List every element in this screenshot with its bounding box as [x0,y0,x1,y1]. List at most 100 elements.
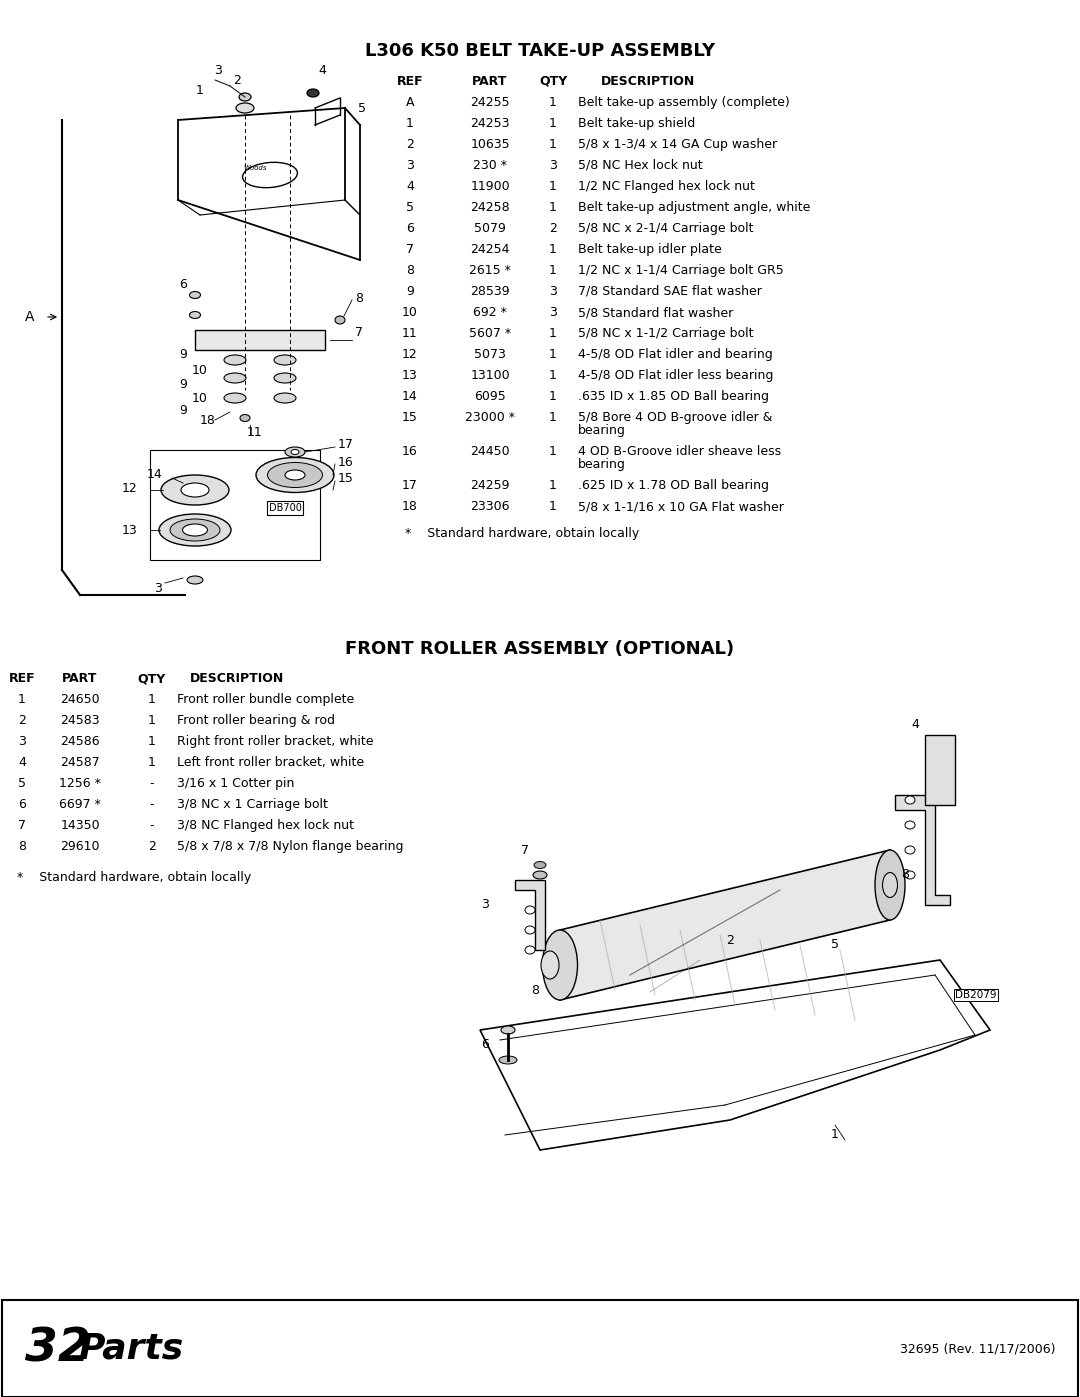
Text: 23000 *: 23000 * [465,411,515,425]
Text: 1: 1 [549,390,557,402]
Ellipse shape [534,862,546,869]
Text: 5079: 5079 [474,222,505,235]
Text: 1: 1 [18,693,26,705]
Text: 10: 10 [192,391,208,405]
Ellipse shape [882,873,897,897]
Text: 24583: 24583 [60,714,99,726]
Text: 1: 1 [549,96,557,109]
Ellipse shape [307,89,319,96]
Ellipse shape [905,870,915,879]
Text: 5/8 NC x 2-1/4 Carriage bolt: 5/8 NC x 2-1/4 Carriage bolt [578,222,754,235]
Text: 4: 4 [912,718,919,732]
Text: 1: 1 [549,180,557,193]
Text: 5/8 x 1-1/16 x 10 GA Flat washer: 5/8 x 1-1/16 x 10 GA Flat washer [578,500,784,513]
Text: 5/8 x 1-3/4 x 14 GA Cup washer: 5/8 x 1-3/4 x 14 GA Cup washer [578,138,778,151]
Ellipse shape [274,393,296,402]
Text: 5607 *: 5607 * [469,327,511,339]
Text: 24253: 24253 [470,117,510,130]
Ellipse shape [224,355,246,365]
Text: 7: 7 [18,819,26,833]
Text: 24450: 24450 [470,446,510,458]
Ellipse shape [335,316,345,324]
Text: 15: 15 [402,411,418,425]
Text: QTY: QTY [138,672,166,685]
Text: 1: 1 [549,201,557,214]
Text: 3: 3 [406,159,414,172]
Text: 24587: 24587 [60,756,99,768]
Text: 8: 8 [355,292,363,305]
Text: 11900: 11900 [470,180,510,193]
Ellipse shape [256,457,334,493]
Text: PART: PART [472,75,508,88]
Text: Belt take-up adjustment angle, white: Belt take-up adjustment angle, white [578,201,810,214]
Text: 8: 8 [531,983,539,996]
Text: DESCRIPTION: DESCRIPTION [190,672,284,685]
Text: 6697 *: 6697 * [59,798,100,812]
Text: 5/8 Bore 4 OD B-groove idler &: 5/8 Bore 4 OD B-groove idler & [578,411,772,425]
Text: 9: 9 [179,348,187,362]
Ellipse shape [905,821,915,828]
Ellipse shape [239,94,251,101]
Text: 1: 1 [549,243,557,256]
Text: 17: 17 [338,439,354,451]
Text: 5: 5 [18,777,26,789]
Ellipse shape [525,907,535,914]
Text: 5/8 NC x 1-1/2 Carriage bolt: 5/8 NC x 1-1/2 Carriage bolt [578,327,754,339]
Text: Front roller bearing & rod: Front roller bearing & rod [177,714,335,726]
Polygon shape [895,795,950,905]
Text: 3/8 NC Flanged hex lock nut: 3/8 NC Flanged hex lock nut [177,819,354,833]
Ellipse shape [291,450,299,454]
Text: 14: 14 [147,468,163,482]
Text: QTY: QTY [539,75,567,88]
Text: 1: 1 [148,756,156,768]
Text: 24586: 24586 [60,735,99,747]
Text: 1: 1 [549,369,557,381]
Text: 8: 8 [406,264,414,277]
Ellipse shape [285,447,305,457]
Text: -: - [150,798,154,812]
Text: 16: 16 [402,446,418,458]
Text: 16: 16 [338,455,354,468]
Text: 29610: 29610 [60,840,99,854]
Ellipse shape [224,393,246,402]
Text: 1: 1 [148,735,156,747]
Text: Parts: Parts [78,1331,184,1365]
Text: *    Standard hardware, obtain locally: * Standard hardware, obtain locally [17,870,252,884]
Polygon shape [924,735,955,805]
Ellipse shape [237,103,254,113]
Ellipse shape [161,475,229,504]
Ellipse shape [189,292,201,299]
Text: 6095: 6095 [474,390,505,402]
Ellipse shape [285,469,305,481]
Text: 4-5/8 OD Flat idler less bearing: 4-5/8 OD Flat idler less bearing [578,369,773,381]
Ellipse shape [905,847,915,854]
Text: -: - [150,819,154,833]
Text: 1: 1 [197,84,204,96]
Text: 6: 6 [406,222,414,235]
Text: 5: 5 [357,102,366,115]
Text: 4-5/8 OD Flat idler and bearing: 4-5/8 OD Flat idler and bearing [578,348,773,360]
Text: 32695 (Rev. 11/17/2006): 32695 (Rev. 11/17/2006) [900,1343,1055,1355]
Ellipse shape [183,524,207,536]
Text: 8: 8 [901,869,909,882]
Text: 9: 9 [179,404,187,416]
Text: DESCRIPTION: DESCRIPTION [600,75,696,88]
Text: 1: 1 [549,479,557,492]
Text: 11: 11 [247,426,262,439]
Text: 9: 9 [406,285,414,298]
Text: 1: 1 [832,1129,839,1141]
Text: 692 *: 692 * [473,306,507,319]
Ellipse shape [224,373,246,383]
Text: 11: 11 [402,327,418,339]
Text: 23306: 23306 [470,500,510,513]
Text: 24258: 24258 [470,201,510,214]
Text: 1: 1 [549,138,557,151]
Text: FRONT ROLLER ASSEMBLY (OPTIONAL): FRONT ROLLER ASSEMBLY (OPTIONAL) [346,640,734,658]
Text: 1: 1 [549,117,557,130]
Bar [150,450,320,560]
Text: 24259: 24259 [470,479,510,492]
Text: 3: 3 [18,735,26,747]
Text: DB2079: DB2079 [955,990,997,1000]
Polygon shape [561,849,890,1000]
Text: 32: 32 [25,1326,91,1370]
